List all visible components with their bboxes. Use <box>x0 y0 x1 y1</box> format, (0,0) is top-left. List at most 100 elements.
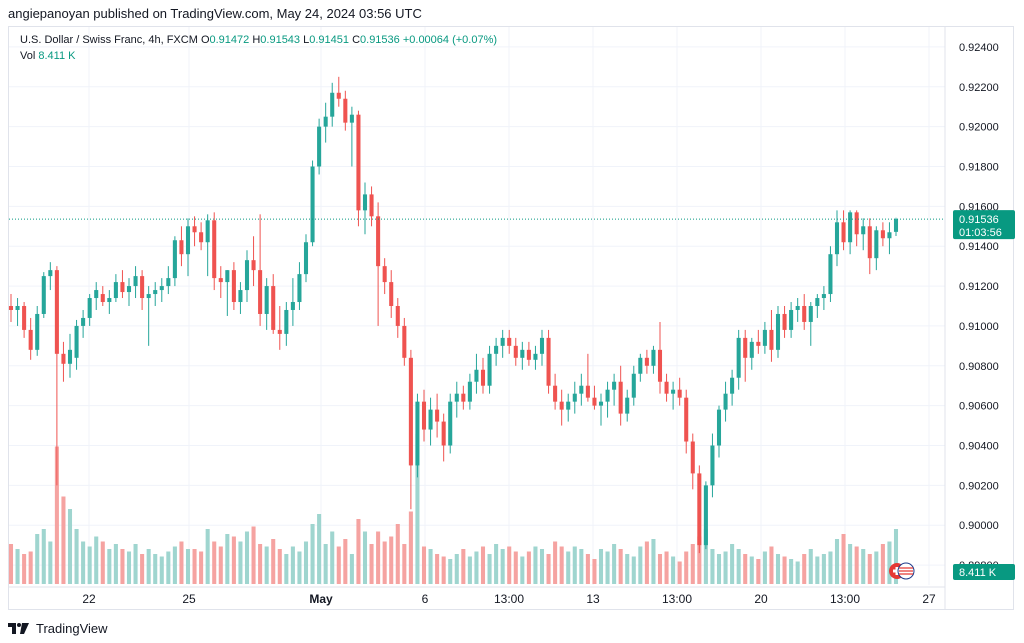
volume-bar <box>284 554 289 584</box>
candle-body <box>854 212 859 235</box>
candle-body <box>159 286 164 291</box>
volume-bar <box>212 541 217 584</box>
volume-bar <box>323 544 328 584</box>
volume-bar <box>880 544 885 584</box>
volume-bar <box>441 556 446 584</box>
candle-body <box>782 313 787 330</box>
candle-body <box>238 290 243 303</box>
volume-bar <box>749 556 754 584</box>
candle-body <box>107 298 112 303</box>
candle-body <box>585 385 590 398</box>
volume-bar <box>382 541 387 584</box>
volume-bar <box>8 544 14 584</box>
volume-bar <box>566 551 571 584</box>
volume-bar <box>612 544 617 584</box>
price-axis[interactable]: 0.924000.922000.920000.918000.916000.914… <box>944 27 999 610</box>
volume-bar <box>494 544 499 584</box>
volume-bar <box>808 549 813 584</box>
volume-bar <box>710 549 715 584</box>
candle-body <box>572 393 577 402</box>
candle-body <box>22 306 27 330</box>
price-tick-label: 0.92000 <box>959 122 999 134</box>
candle-body <box>526 349 531 360</box>
close-label: C <box>352 34 361 46</box>
volume-bar <box>35 534 40 584</box>
volume-bar <box>336 546 341 584</box>
candle-body <box>310 166 315 243</box>
candle-body <box>487 353 492 386</box>
volume-bar <box>467 556 472 584</box>
volume-bar <box>205 529 210 584</box>
candle-body <box>323 116 328 127</box>
candle-body <box>251 260 256 271</box>
volume-bar <box>821 554 826 584</box>
candle-body <box>153 290 158 295</box>
candle-body <box>874 230 879 259</box>
candle-body <box>100 294 105 303</box>
volume-bar <box>474 551 479 584</box>
volume-bar <box>166 551 171 584</box>
volume-bar <box>15 549 20 584</box>
volume-bar <box>736 549 741 584</box>
volume-tag-bg <box>953 564 1015 580</box>
candle-body <box>67 349 73 364</box>
volume-bar <box>100 541 105 584</box>
volume-bar <box>231 536 236 584</box>
time-axis[interactable]: 22 25 May 6 13:00 13 13:00 20 13:00 27 <box>9 586 945 606</box>
volume-bar <box>848 544 853 584</box>
candle-body <box>749 341 754 358</box>
volume-bar <box>67 509 73 584</box>
candle-body <box>697 473 702 546</box>
volume-bar <box>867 554 872 584</box>
candle-body <box>461 393 466 402</box>
volume-bar <box>140 554 145 584</box>
volume-bar <box>258 544 263 584</box>
volume-bar <box>343 539 348 584</box>
candle-body <box>290 302 295 310</box>
volume-bar <box>159 556 164 584</box>
candle-body <box>356 114 361 211</box>
volume-bar <box>507 546 512 584</box>
usd-chf-flag-icon[interactable] <box>889 562 915 580</box>
candle-body <box>553 385 558 402</box>
candle-body <box>349 114 354 123</box>
volume-bar <box>356 519 361 584</box>
price-tick-label: 0.91400 <box>959 241 999 253</box>
candle-body <box>684 397 689 442</box>
volume-bar <box>539 549 545 584</box>
candle-body <box>467 381 472 402</box>
volume-bar <box>454 554 459 584</box>
volume-bar <box>133 544 138 584</box>
volume-bar <box>828 551 833 584</box>
tradingview-logo-icon[interactable] <box>8 621 30 635</box>
candle-body <box>736 337 741 378</box>
chart-frame[interactable] <box>8 26 1014 610</box>
candle-body <box>775 313 781 350</box>
candle-body <box>264 286 269 314</box>
candle-body <box>638 357 643 374</box>
volume-bar <box>789 559 794 584</box>
candle-body <box>454 393 459 402</box>
volume-tag: 8.411 K <box>953 564 1015 580</box>
open-label: O <box>200 34 210 46</box>
volume-bar <box>657 554 663 584</box>
candle-body <box>231 270 236 303</box>
volume-bar <box>251 526 256 584</box>
time-tick-label: 20 <box>754 592 768 606</box>
volume-label[interactable]: Vol <box>20 50 36 62</box>
candle-body <box>612 381 617 390</box>
price-tick-label: 0.91000 <box>959 321 999 333</box>
candle-body <box>566 401 571 410</box>
symbol-label[interactable]: U.S. Dollar / Swiss Franc, 4h, FXCM <box>20 34 198 46</box>
tradingview-brand[interactable]: TradingView <box>36 620 108 636</box>
candle-body <box>559 401 564 410</box>
volume-bar <box>664 551 669 584</box>
volume-bar <box>559 546 564 584</box>
volume-bar <box>834 539 840 584</box>
candle-body <box>166 278 171 287</box>
candle-body <box>821 294 826 299</box>
candle-body <box>376 216 381 267</box>
candle-body <box>815 298 820 306</box>
candle-body <box>172 240 177 279</box>
